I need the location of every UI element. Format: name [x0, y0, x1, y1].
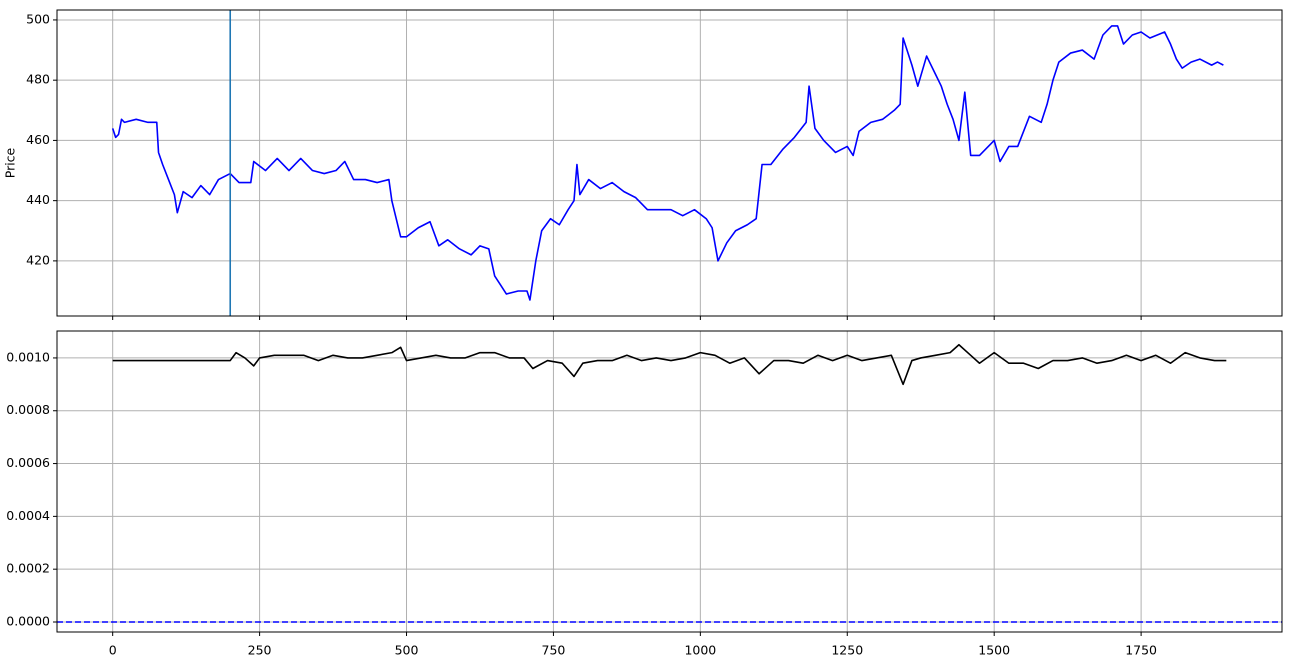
- y-tick-label: 460: [26, 132, 50, 147]
- y-tick-label: 0.0008: [6, 402, 50, 417]
- x-tick-label: 1500: [978, 643, 1010, 658]
- x-tick-label: 500: [395, 643, 419, 658]
- price-line: [111, 25, 1224, 301]
- y-axis-label: Price: [3, 147, 18, 178]
- y-tick-label: 500: [26, 11, 50, 26]
- y-tick-label: 0.0006: [6, 455, 50, 470]
- axes-frame: [56, 330, 1283, 633]
- x-tick-label: 1750: [1125, 643, 1157, 658]
- price-line: [112, 343, 1227, 386]
- x-tick-label: 750: [542, 643, 566, 658]
- y-tick-label: 0.0010: [6, 349, 50, 364]
- axes-frame: [56, 9, 1283, 317]
- x-tick-label: 0: [109, 643, 117, 658]
- x-tick-label: 250: [248, 643, 272, 658]
- y-tick-label: 480: [26, 72, 50, 87]
- y-tick-label: 0.0004: [6, 508, 50, 523]
- y-tick-label: 420: [26, 252, 50, 267]
- y-tick-label: 0.0000: [6, 613, 50, 628]
- y-tick-label: 0.0002: [6, 561, 50, 576]
- x-tick-label: 1000: [684, 643, 716, 658]
- y-tick-label: 440: [26, 192, 50, 207]
- x-tick-label: 1250: [831, 643, 863, 658]
